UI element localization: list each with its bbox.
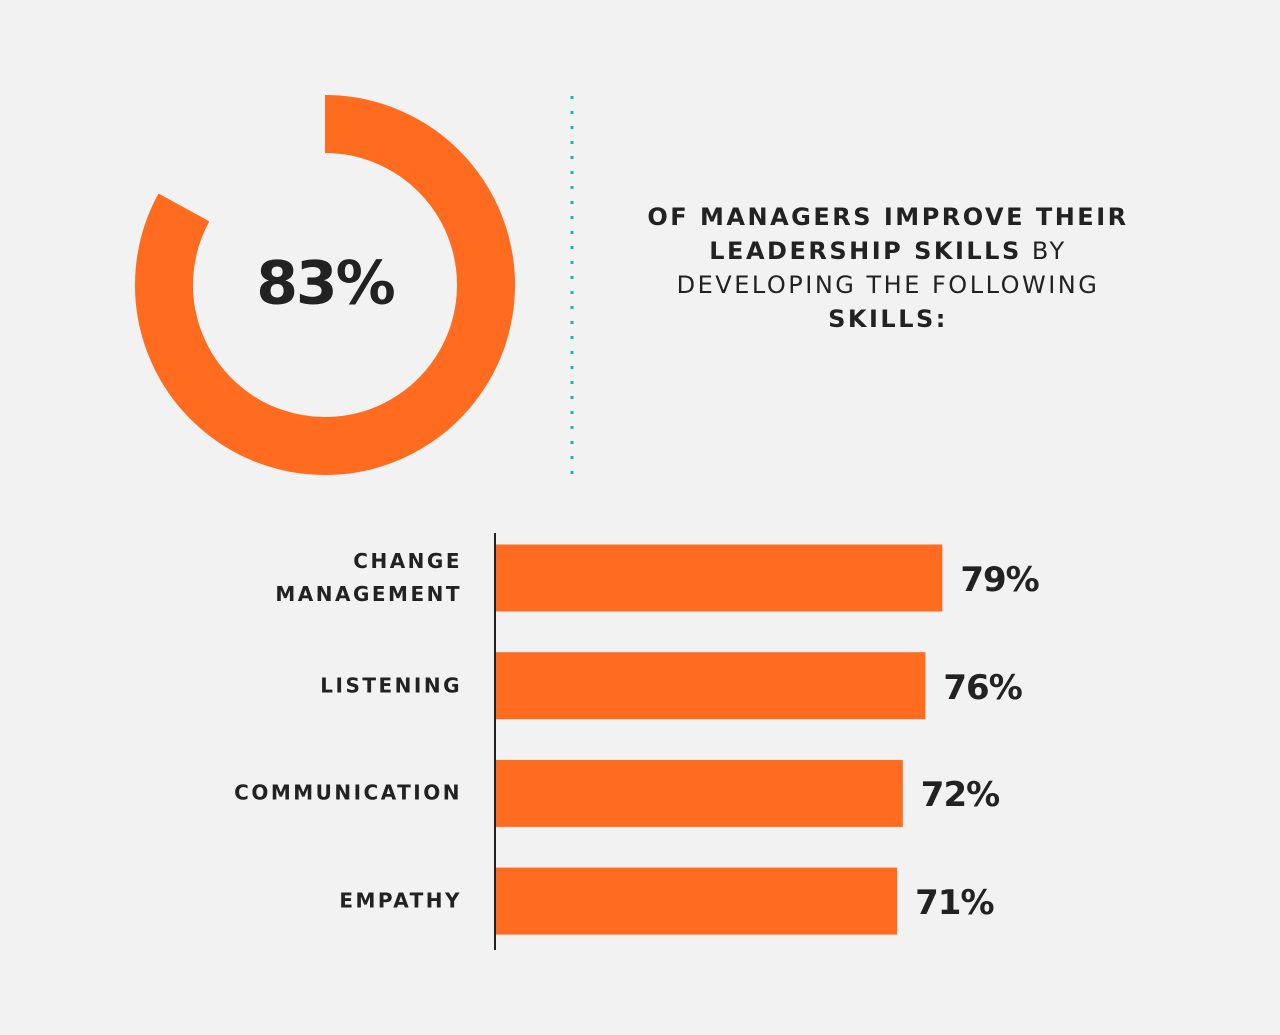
headline-part: BY [1031, 237, 1067, 265]
headline-part: OF MANAGERS IMPROVE THEIR [647, 203, 1129, 231]
donut-arc [135, 95, 515, 475]
category-label: COMMUNICATION [234, 780, 462, 805]
headline-part: DEVELOPING THE FOLLOWING [676, 271, 1100, 299]
value-label: 72% [920, 775, 1000, 816]
bar [496, 867, 898, 935]
value-label: 76% [943, 667, 1022, 708]
value-label: 79% [960, 560, 1039, 600]
category-label: CHANGE MANAGEMENT [275, 549, 462, 606]
value-label: 71% [915, 883, 994, 924]
category-label: LISTENING [320, 673, 462, 698]
donut-label: 83% [256, 249, 394, 319]
bar [496, 652, 926, 720]
headline-part: LEADERSHIP SKILLS [709, 237, 1022, 265]
category-label: EMPATHY [339, 888, 462, 913]
headline-part: SKILLS: [828, 305, 948, 333]
bar [496, 759, 903, 827]
headline: OF MANAGERS IMPROVE THEIR LEADERSHIP SKIL… [620, 200, 1156, 336]
bar [496, 544, 943, 612]
